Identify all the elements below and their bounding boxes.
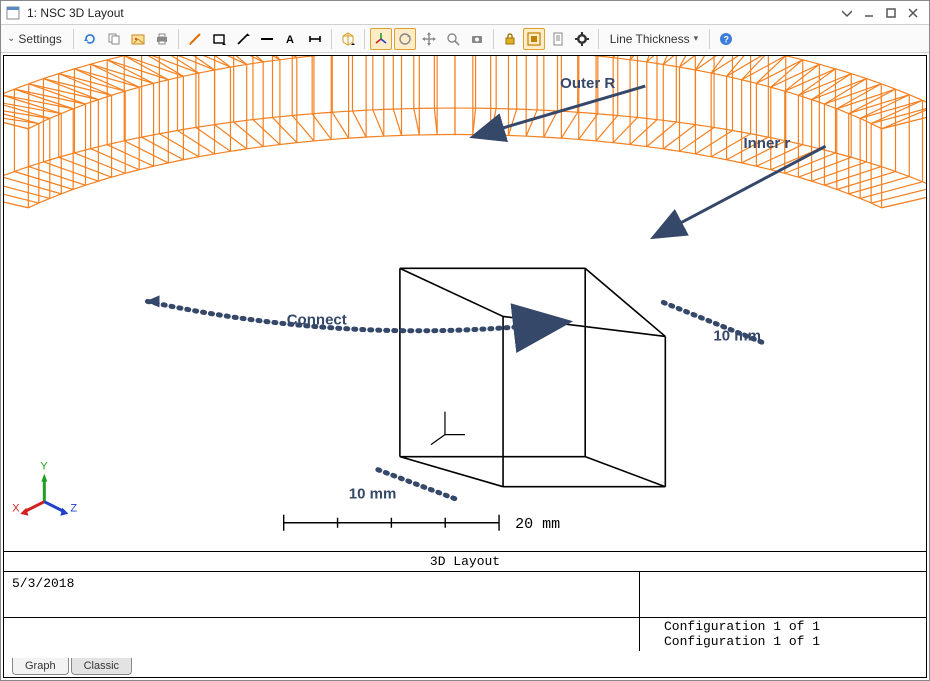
rect-tool-icon[interactable] — [208, 28, 230, 50]
app-icon — [5, 5, 21, 21]
label-outer-r: Outer R — [560, 75, 615, 92]
label-inner-r: Inner r — [743, 135, 790, 152]
wireframe-mode-icon[interactable] — [337, 28, 359, 50]
connect-arrow — [145, 295, 563, 330]
pencil-icon[interactable] — [184, 28, 206, 50]
toolbar-separator — [598, 29, 599, 49]
app-window: 1: NSC 3D Layout ⌄ Settings A — [0, 0, 930, 681]
box-wireframe — [400, 268, 665, 486]
dim-left-label: 10 mm — [349, 486, 397, 503]
toolbar-separator — [73, 29, 74, 49]
view-title-row: 3D Layout — [4, 551, 926, 571]
line-thickness-label: Line Thickness — [610, 32, 690, 46]
minimize-icon[interactable] — [859, 3, 879, 23]
line-tool-icon[interactable] — [232, 28, 254, 50]
config-row: Configuration 1 of 1 Configuration 1 of … — [4, 617, 926, 651]
footer-strip: 3D Layout 5/3/2018 Configuration 1 of 1 … — [4, 551, 926, 651]
axis-triad: Y X Z — [12, 461, 77, 516]
scale-bar — [284, 515, 499, 531]
pan-icon[interactable] — [418, 28, 440, 50]
toolbar-separator — [709, 29, 710, 49]
toolbar: ⌄ Settings A Line Thickness ▾ — [1, 25, 929, 53]
axis-triad-icon[interactable] — [370, 28, 392, 50]
horiz-line-icon[interactable] — [256, 28, 278, 50]
copy-icon[interactable] — [103, 28, 125, 50]
svg-text:A: A — [286, 34, 294, 46]
fit-window-icon[interactable] — [523, 28, 545, 50]
dim-right-label: 10 mm — [713, 327, 761, 344]
chevron-down-icon: ▾ — [694, 33, 699, 44]
zoom-icon[interactable] — [442, 28, 464, 50]
toolbar-separator — [178, 29, 179, 49]
target-icon[interactable] — [571, 28, 593, 50]
axis-x-label: X — [12, 503, 20, 515]
axis-y-label: Y — [40, 461, 48, 473]
settings-button[interactable]: ⌄ Settings — [5, 28, 68, 50]
bottom-tabs: Graph Classic — [12, 658, 134, 675]
chevron-down-icon: ⌄ — [7, 33, 15, 44]
viewport-3d[interactable]: Outer R Inner r Connect 10 mm 10 mm 20 m… — [3, 55, 927, 678]
line-thickness-dropdown[interactable]: Line Thickness ▾ — [604, 28, 704, 50]
config-line-1: Configuration 1 of 1 — [664, 619, 902, 634]
toolbar-separator — [493, 29, 494, 49]
window-title: 1: NSC 3D Layout — [27, 6, 835, 20]
view-title: 3D Layout — [430, 554, 500, 569]
svg-text:?: ? — [724, 34, 730, 44]
refresh-icon[interactable] — [79, 28, 101, 50]
axis-z-label: Z — [70, 503, 77, 515]
tab-classic[interactable]: Classic — [71, 658, 132, 675]
origin-marker — [431, 412, 465, 445]
print-icon[interactable] — [151, 28, 173, 50]
titlebar: 1: NSC 3D Layout — [1, 1, 929, 25]
date-row: 5/3/2018 — [4, 571, 926, 617]
settings-label: Settings — [18, 32, 61, 46]
curved-wireframe — [4, 56, 926, 208]
toolbar-separator — [331, 29, 332, 49]
help-icon[interactable]: ? — [715, 28, 737, 50]
maximize-icon[interactable] — [881, 3, 901, 23]
restore-down-icon[interactable] — [837, 3, 857, 23]
date-label: 5/3/2018 — [12, 576, 74, 591]
annotation-arrows — [475, 86, 826, 236]
rotate-view-icon[interactable] — [394, 28, 416, 50]
config-line-2: Configuration 1 of 1 — [664, 634, 902, 649]
camera-icon[interactable] — [466, 28, 488, 50]
close-icon[interactable] — [903, 3, 923, 23]
document-icon[interactable] — [547, 28, 569, 50]
scale-bar-label: 20 mm — [515, 515, 560, 533]
toolbar-separator — [364, 29, 365, 49]
dimension-tool-icon[interactable] — [304, 28, 326, 50]
tab-graph[interactable]: Graph — [12, 658, 69, 675]
text-tool-icon[interactable]: A — [280, 28, 302, 50]
lock-icon[interactable] — [499, 28, 521, 50]
save-image-icon[interactable] — [127, 28, 149, 50]
